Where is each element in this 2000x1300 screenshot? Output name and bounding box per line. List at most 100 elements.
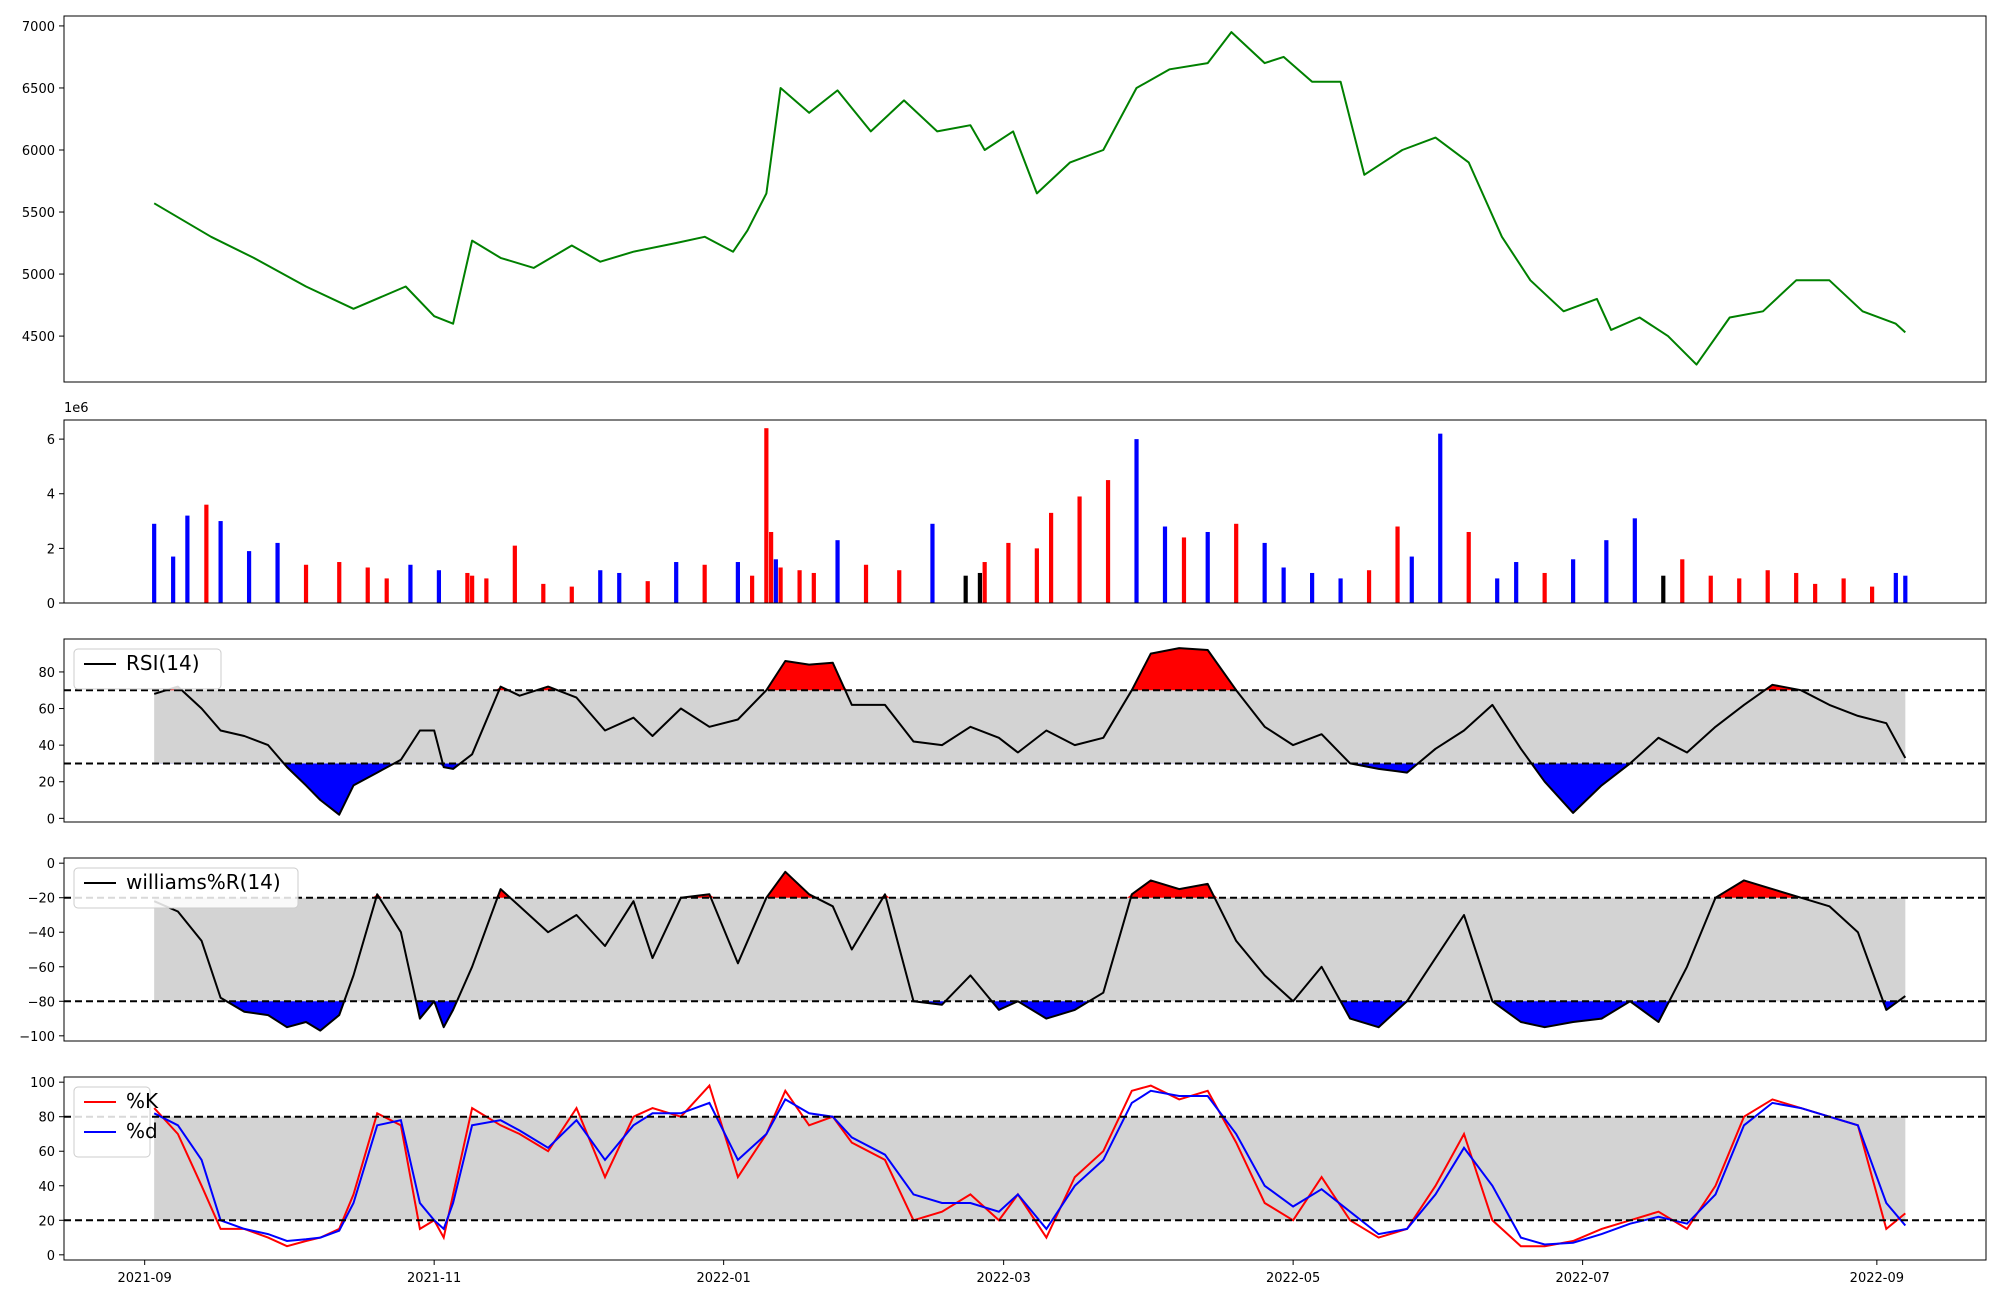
xtick-label: 2022-05 bbox=[1266, 1271, 1320, 1286]
volume-bar bbox=[1737, 578, 1742, 603]
volume-bar bbox=[764, 428, 769, 603]
volume-bar bbox=[1366, 570, 1372, 603]
volume-bar bbox=[977, 572, 983, 603]
volume-bar bbox=[1438, 433, 1443, 603]
volume-bar bbox=[1495, 578, 1500, 603]
volume-bar bbox=[835, 540, 840, 603]
rsi-line bbox=[153, 647, 1907, 816]
williams-ytick-label: 0 bbox=[47, 857, 55, 872]
volume-ytick-label: 4 bbox=[47, 488, 55, 503]
stochastic-legend: %K %d bbox=[73, 1086, 159, 1158]
volume-bar bbox=[384, 578, 389, 603]
volume-bar bbox=[1105, 480, 1111, 603]
stochastic-ytick-label: 40 bbox=[38, 1180, 55, 1195]
volume-bar bbox=[963, 575, 968, 603]
volume-bar bbox=[735, 562, 740, 603]
xtick-label: 2021-11 bbox=[407, 1271, 461, 1286]
volume-bar bbox=[171, 556, 176, 603]
volume-bar bbox=[1134, 439, 1139, 603]
volume-bar bbox=[1661, 575, 1666, 603]
volume-bar bbox=[1162, 526, 1168, 603]
volume-bar bbox=[1604, 540, 1609, 603]
williams-ytick-label: −20 bbox=[28, 892, 55, 907]
rsi-frame bbox=[63, 638, 1987, 823]
volume-bar bbox=[617, 572, 622, 603]
volume-bar bbox=[750, 575, 755, 603]
volume-bar bbox=[185, 515, 190, 603]
volume-bar bbox=[1034, 548, 1039, 603]
volume-bar bbox=[1310, 572, 1315, 603]
volume-bar bbox=[1338, 578, 1343, 603]
price-ytick-label: 6000 bbox=[22, 144, 55, 159]
volume-bar bbox=[1514, 562, 1519, 603]
volume-bar bbox=[218, 521, 223, 603]
williams-ytick-label: −100 bbox=[19, 1030, 55, 1045]
volume-bar bbox=[1813, 583, 1818, 603]
rsi-ytick-label: 20 bbox=[38, 776, 55, 791]
xtick-label: 2022-03 bbox=[976, 1271, 1030, 1286]
xtick-label: 2022-09 bbox=[1850, 1271, 1904, 1286]
xtick-label: 2022-01 bbox=[696, 1271, 750, 1286]
williams-overbought-fill bbox=[154, 871, 1906, 898]
volume-bar bbox=[1893, 572, 1898, 603]
volume-bar bbox=[1205, 531, 1210, 603]
xtick-label: 2021-09 bbox=[118, 1271, 172, 1286]
volume-bar bbox=[1632, 518, 1637, 603]
legend-label: RSI(14) bbox=[126, 651, 200, 675]
volume-bar bbox=[152, 523, 157, 603]
volume-bar bbox=[408, 564, 413, 603]
price-line bbox=[153, 31, 1906, 366]
volume-bar bbox=[436, 570, 442, 603]
volume-bar bbox=[246, 551, 252, 603]
williams-neutral-band bbox=[154, 897, 1906, 1002]
volume-ytick-label: 6 bbox=[47, 433, 55, 448]
volume-bar bbox=[365, 567, 370, 603]
price-frame bbox=[63, 15, 1987, 383]
stochastic-ytick-label: 100 bbox=[30, 1076, 55, 1091]
volume-bar bbox=[1466, 531, 1471, 603]
volume-bar bbox=[1680, 559, 1685, 603]
williams-frame bbox=[63, 857, 1987, 1042]
legend-label: williams%R(14) bbox=[126, 870, 281, 894]
volume-bar bbox=[1049, 512, 1054, 603]
legend-box bbox=[73, 1086, 151, 1158]
volume-bar bbox=[1234, 523, 1239, 603]
rsi-legend: RSI(14) bbox=[73, 648, 222, 690]
stochastic-panel: 0 20 40 60 80 100 %K %d bbox=[30, 1076, 1987, 1264]
volume-bar bbox=[1077, 496, 1082, 603]
rsi-oversold-fill bbox=[154, 763, 1906, 815]
price-ytick-label: 4500 bbox=[22, 330, 55, 345]
rsi-ytick-label: 0 bbox=[47, 812, 55, 827]
volume-bar bbox=[863, 564, 869, 603]
legend-label: %d bbox=[126, 1119, 158, 1143]
volume-bar bbox=[1571, 559, 1576, 603]
volume-panel: 0 2 4 6 1e6 bbox=[47, 401, 1987, 612]
volume-bar bbox=[778, 567, 783, 603]
volume-bar bbox=[1765, 570, 1770, 603]
volume-bar bbox=[797, 570, 802, 603]
volume-bar bbox=[1708, 575, 1713, 603]
volume-bar bbox=[811, 572, 816, 603]
williams-ytick-label: −80 bbox=[28, 995, 55, 1010]
volume-bar bbox=[773, 559, 778, 603]
stochastic-ytick-label: 60 bbox=[38, 1145, 55, 1160]
stochastic-ytick-label: 80 bbox=[38, 1111, 55, 1126]
volume-bar bbox=[1409, 556, 1414, 603]
volume-bar bbox=[465, 572, 470, 603]
indicator-panels: 45005000550060006500700002461e6020406080… bbox=[19, 15, 1987, 1264]
stochastic-neutral-band bbox=[154, 1116, 1906, 1221]
stochastic-frame bbox=[63, 1076, 1987, 1261]
volume-bar bbox=[337, 562, 342, 603]
volume-bar bbox=[769, 531, 774, 603]
rsi-ytick-label: 40 bbox=[38, 739, 55, 754]
williams-ytick-label: −60 bbox=[28, 961, 55, 976]
shared-x-axis: 2021-09 2021-11 2022-01 2022-03 2022-05 2022-… bbox=[118, 1260, 1904, 1286]
williams-ytick-label: −40 bbox=[28, 926, 55, 941]
volume-bar bbox=[645, 581, 650, 603]
price-panel: 4500 5000 5500 6000 6500 7000 bbox=[22, 15, 1987, 383]
legend-box bbox=[73, 648, 222, 690]
volume-bar bbox=[541, 583, 546, 603]
volume-bar bbox=[897, 570, 902, 603]
volume-bar bbox=[303, 564, 309, 603]
